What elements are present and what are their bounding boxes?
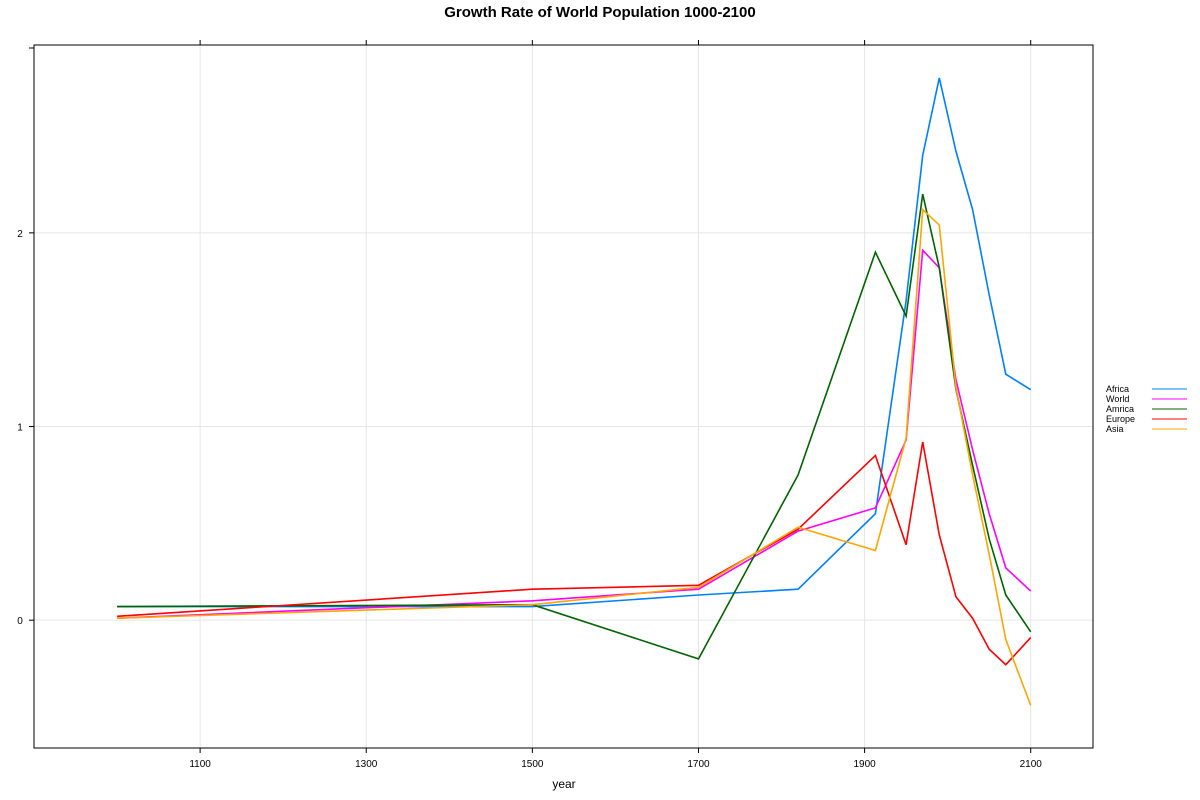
series-line-amrica — [117, 193, 1032, 660]
legend-label-amrica: Amrica — [1106, 404, 1134, 414]
y-tick-label: 2 — [17, 229, 23, 240]
series-line-asia — [117, 207, 1032, 706]
series-layer — [117, 77, 1032, 706]
x-tick-label: 2100 — [1020, 759, 1043, 770]
x-tick-label: 1100 — [189, 759, 211, 770]
x-tick-label: 1900 — [853, 759, 876, 770]
legend-label-asia: Asia — [1106, 424, 1124, 434]
x-tick-label: 1500 — [521, 759, 544, 770]
ticks-layer: 1100 1300 1500 1700 1900 2100 0 1 2 — [17, 40, 1042, 770]
series-line-world — [117, 248, 1032, 619]
x-tick-label: 1300 — [355, 759, 378, 770]
series-line-africa — [117, 77, 1032, 608]
y-tick-label: 1 — [17, 423, 23, 434]
x-axis-label: year — [552, 777, 575, 791]
legend-label-world: World — [1106, 394, 1129, 404]
series-line-europe — [117, 441, 1032, 666]
x-tick-label: 1700 — [687, 759, 710, 770]
grid-layer — [34, 45, 1093, 748]
plot-frame — [33, 44, 1094, 749]
legend-label-africa: Africa — [1106, 384, 1129, 394]
chart-title: Growth Rate of World Population 1000-210… — [444, 4, 755, 21]
legend-label-europe: Europe — [1106, 414, 1135, 424]
y-tick-label: 0 — [17, 616, 23, 627]
